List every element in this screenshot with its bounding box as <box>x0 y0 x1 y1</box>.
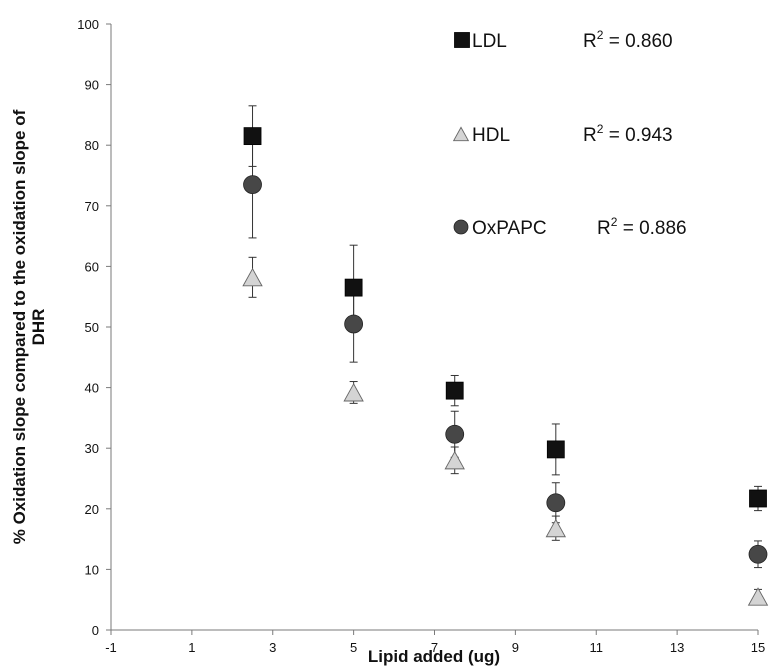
r-squared-value: = 0.886 <box>617 218 686 239</box>
x-tick-label: 1 <box>188 640 195 655</box>
r-squared-oxpapc: R2 = 0.886 <box>597 215 687 239</box>
y-tick-label: 20 <box>85 502 99 517</box>
data-point-hdl <box>545 518 567 538</box>
data-point-ldl <box>344 278 363 297</box>
data-points <box>242 127 769 606</box>
x-axis-title: Lipid added (ug) <box>368 647 500 666</box>
y-tick-label: 70 <box>85 199 99 214</box>
y-tick-label: 10 <box>85 562 99 577</box>
y-axis-title-line-2: DHR <box>29 309 48 346</box>
legend-marker-oxpapc <box>453 219 469 235</box>
data-point-hdl <box>747 587 769 606</box>
data-point-ldl <box>749 489 767 508</box>
r-squared-symbol: R <box>583 31 597 52</box>
r-squared-superscript: 2 <box>611 215 618 229</box>
y-axis-title-line-1: % Oxidation slope compared to the oxidat… <box>10 109 29 544</box>
x-tick-label: 11 <box>590 640 604 655</box>
y-tick-label: 0 <box>92 623 99 638</box>
legend-label-hdl: HDL <box>472 125 510 146</box>
x-tick-labels: -1 1 3 5 7 9 11 13 15 <box>105 630 765 655</box>
x-tick-label: 15 <box>751 640 765 655</box>
y-tick-label: 60 <box>85 259 99 274</box>
x-tick-label: 9 <box>512 640 519 655</box>
r-squared-symbol: R <box>583 125 597 146</box>
x-tick-label: 5 <box>350 640 357 655</box>
data-point-hdl <box>242 267 263 287</box>
r-squared-ldl: R2 = 0.860 <box>583 28 673 52</box>
data-point-ldl <box>445 381 464 400</box>
axes <box>110 24 758 631</box>
x-tick-label: 3 <box>269 640 276 655</box>
y-tick-label: 80 <box>85 138 99 153</box>
x-tick-label: 7 <box>431 640 438 655</box>
legend-label-oxpapc: OxPAPC <box>472 218 547 239</box>
legend-label-ldl: LDL <box>472 31 507 52</box>
data-point-hdl <box>343 382 364 402</box>
data-point-oxpapc <box>445 424 465 444</box>
data-point-ldl <box>546 440 565 459</box>
legend-marker-hdl <box>452 126 470 142</box>
data-point-ldl <box>243 127 262 146</box>
r-squared-superscript: 2 <box>597 122 604 136</box>
error-bars <box>248 105 762 605</box>
y-tick-label: 30 <box>85 441 99 456</box>
y-tick-label: 90 <box>85 78 99 93</box>
r-squared-symbol: R <box>597 218 611 239</box>
y-tick-labels: 0 10 20 30 40 50 60 70 80 90 100 <box>77 17 111 638</box>
data-point-hdl <box>444 450 465 470</box>
y-tick-label: 40 <box>85 381 99 396</box>
data-point-oxpapc <box>243 175 262 194</box>
y-axis-title: % Oxidation slope compared to the oxidat… <box>10 109 48 544</box>
data-point-oxpapc <box>546 493 566 513</box>
y-tick-label: 50 <box>85 320 99 335</box>
r-squared-value: = 0.860 <box>603 31 672 52</box>
x-tick-label: -1 <box>105 640 117 655</box>
r-squared-value: = 0.943 <box>603 125 672 146</box>
x-tick-label: 13 <box>670 640 684 655</box>
r-squared-hdl: R2 = 0.943 <box>583 122 673 146</box>
legend-marker-ldl <box>454 32 470 48</box>
y-tick-label: 100 <box>77 17 99 32</box>
r-squared-superscript: 2 <box>597 28 604 42</box>
data-point-oxpapc <box>344 314 364 334</box>
data-point-oxpapc <box>748 544 768 564</box>
